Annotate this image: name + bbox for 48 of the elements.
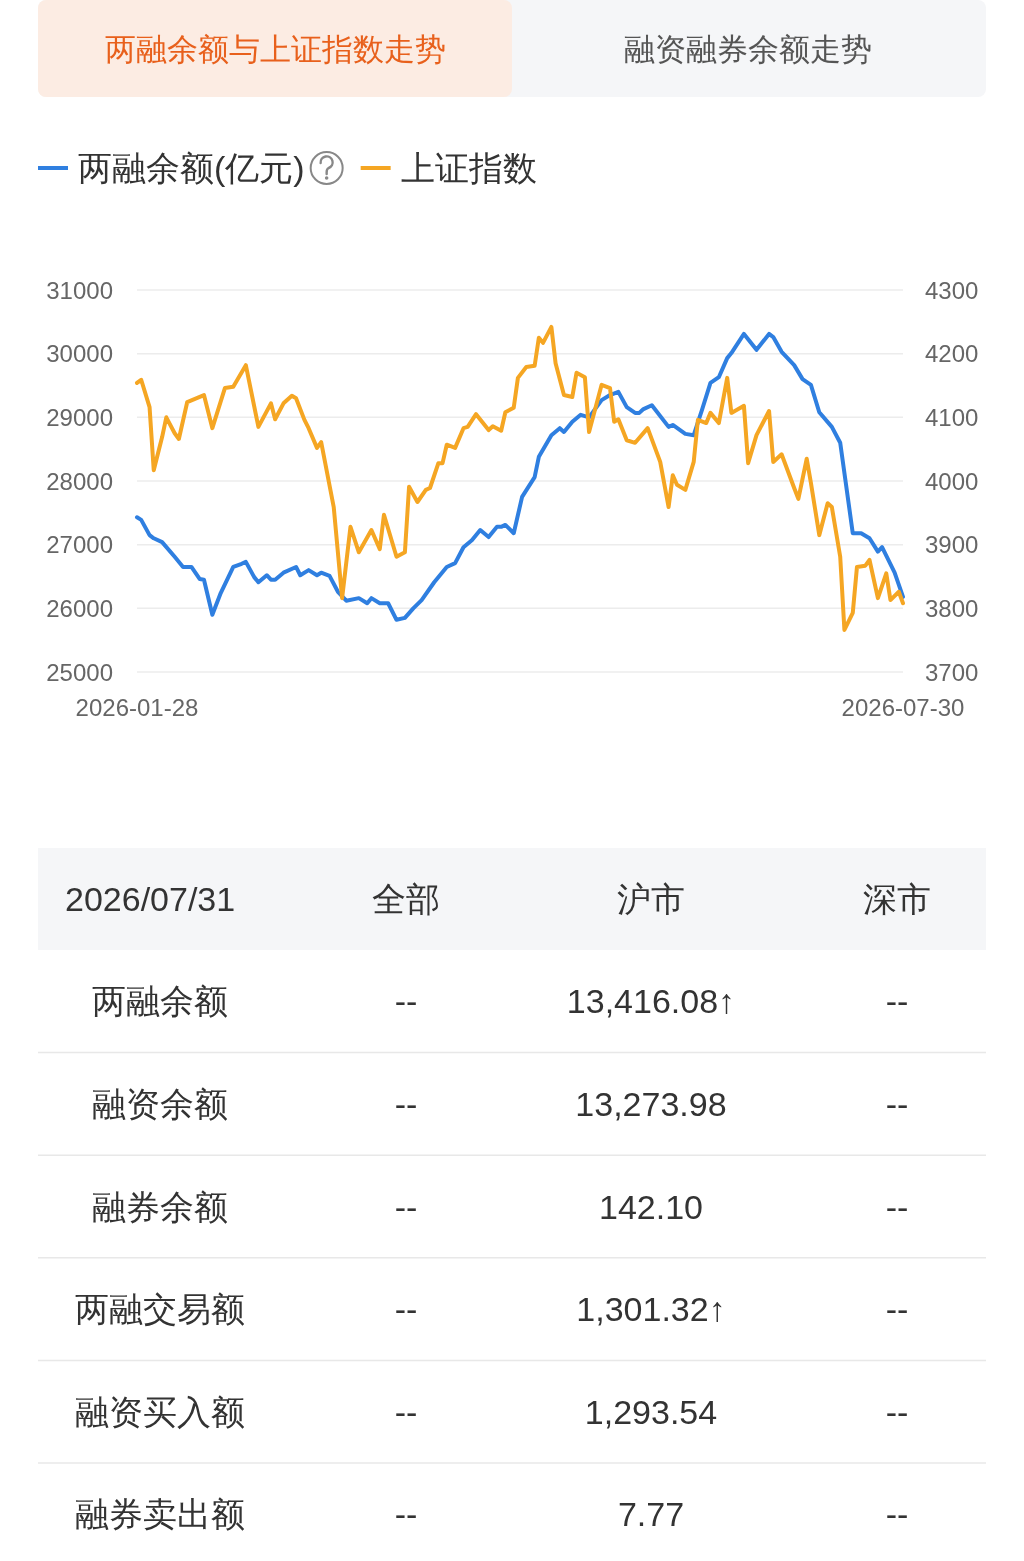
- text: --: [885, 1495, 909, 1534]
- text: --: [885, 1290, 909, 1329]
- text: 13,273.98: [575, 1084, 727, 1123]
- text: --: [394, 1392, 418, 1431]
- text: --: [885, 982, 909, 1021]
- text: --: [885, 1084, 909, 1123]
- text: 7.77: [617, 1495, 685, 1534]
- y-tick-label: 25000: [46, 658, 113, 686]
- category-label: 两融余额: [92, 982, 228, 1021]
- y2-tick-label: 3700: [925, 658, 979, 686]
- category-label: 两融交易额: [75, 1290, 245, 1329]
- text: 13,416.08↑: [566, 982, 736, 1021]
- text: 1,293.54: [584, 1392, 718, 1431]
- category-label: 深市: [863, 880, 931, 918]
- text: 1,301.32↑: [576, 1290, 726, 1329]
- x-tick-label: 2026-07-30: [841, 693, 965, 721]
- category-label: 融资余额: [92, 1084, 228, 1123]
- text: 融资融券余额走势: [624, 31, 872, 67]
- y-tick-label: 28000: [46, 467, 113, 495]
- category-label: 全部: [372, 880, 440, 918]
- text: 142.10: [599, 1187, 703, 1226]
- text: --: [885, 1187, 909, 1226]
- legend-label: 两融余额(亿元): [78, 149, 305, 187]
- text: --: [394, 982, 418, 1021]
- text: 2026/07/31: [65, 880, 236, 918]
- y2-tick-label: 3900: [925, 531, 979, 559]
- y-tick-label: 29000: [46, 403, 113, 431]
- category-label: 沪市: [617, 880, 685, 918]
- text: --: [394, 1084, 418, 1123]
- chart-title: 两融余额与上证指数走势: [104, 31, 446, 67]
- y2-tick-label: 4300: [925, 276, 979, 304]
- category-label: 融券卖出额: [75, 1495, 245, 1534]
- y-tick-label: 27000: [46, 531, 113, 559]
- legend-label: 上证指数: [400, 149, 537, 187]
- y2-tick-label: 4200: [925, 340, 979, 368]
- category-label: 融券余额: [92, 1187, 228, 1226]
- text: --: [394, 1495, 418, 1534]
- y2-tick-label: 3800: [925, 594, 979, 622]
- y2-tick-label: 4000: [925, 467, 979, 495]
- category-label: 融资买入额: [75, 1392, 245, 1431]
- y2-tick-label: 4100: [925, 403, 979, 431]
- text: --: [394, 1187, 418, 1226]
- y-tick-label: 30000: [46, 340, 113, 368]
- y-tick-label: 26000: [46, 594, 113, 622]
- x-tick-label: 2026-01-28: [75, 693, 199, 721]
- y-tick-label: 31000: [46, 276, 113, 304]
- text: --: [885, 1392, 909, 1431]
- text: --: [394, 1290, 418, 1329]
